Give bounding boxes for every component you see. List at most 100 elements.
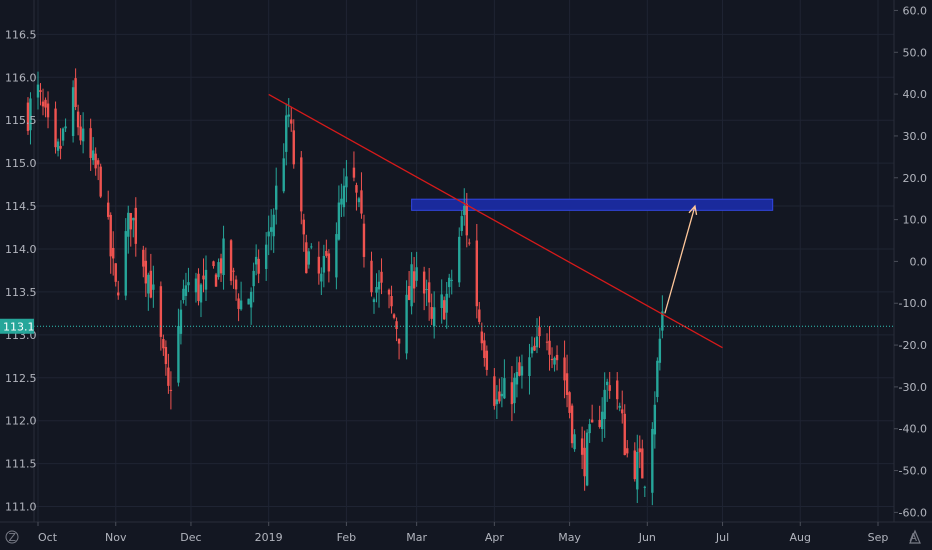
candle-body-down[interactable] (533, 345, 536, 351)
candle-body-down[interactable] (352, 167, 356, 178)
candle-body-down[interactable] (370, 260, 373, 293)
candle-body-down[interactable] (475, 240, 479, 307)
candle-body-up[interactable] (147, 274, 150, 294)
candle-body-down[interactable] (550, 358, 554, 361)
candle-body-down[interactable] (169, 389, 173, 391)
candle-body-down[interactable] (565, 373, 569, 395)
candle-body-down[interactable] (107, 202, 110, 217)
candle-body-up[interactable] (405, 294, 408, 354)
candle-body-down[interactable] (390, 295, 393, 307)
candle-body-down[interactable] (570, 405, 574, 444)
candle-body-up[interactable] (275, 185, 278, 210)
candle-body-down[interactable] (74, 78, 77, 107)
left-price-axis[interactable]: 116.5116.0115.5115.0114.5114.0113.5113.0… (5, 28, 37, 513)
candle-body-down[interactable] (407, 286, 411, 300)
candle-body-up[interactable] (553, 357, 556, 365)
candle-body-up[interactable] (588, 424, 591, 434)
candle-body-down[interactable] (290, 119, 293, 124)
candle-body-down[interactable] (485, 350, 489, 370)
candle-body-down[interactable] (237, 298, 240, 309)
candle-body-down[interactable] (164, 347, 168, 365)
candle-body-down[interactable] (300, 157, 303, 212)
candle-body-down[interactable] (234, 279, 238, 290)
candle-body-up[interactable] (651, 428, 654, 493)
candle-body-up[interactable] (458, 236, 461, 283)
candle-body-down[interactable] (568, 392, 571, 413)
candle-body-down[interactable] (443, 300, 446, 320)
candle-body-up[interactable] (285, 115, 288, 152)
candle-body-down[interactable] (465, 203, 468, 236)
candle-body-up[interactable] (61, 128, 65, 141)
candle-body-down[interactable] (327, 253, 331, 272)
candle-body-up[interactable] (585, 432, 589, 486)
candle-body-up[interactable] (254, 256, 258, 265)
candle-body-down[interactable] (162, 339, 165, 349)
candle-body-up[interactable] (342, 185, 346, 208)
candle-body-down[interactable] (626, 448, 629, 454)
candle-body-down[interactable] (41, 101, 45, 107)
candle-body-down[interactable] (395, 321, 398, 330)
candle-body-down[interactable] (109, 214, 112, 257)
candle-body-down[interactable] (129, 212, 132, 230)
candle-body-up[interactable] (272, 214, 275, 237)
candle-body-up[interactable] (204, 269, 208, 290)
candlestick-series[interactable] (26, 68, 664, 506)
candle-body-up[interactable] (64, 126, 67, 129)
candle-body-up[interactable] (124, 231, 127, 296)
candle-body-down[interactable] (548, 340, 551, 355)
candle-body-up[interactable] (643, 486, 647, 488)
candle-body-down[interactable] (212, 261, 215, 267)
candle-body-up[interactable] (282, 158, 285, 192)
candle-body-up[interactable] (503, 378, 506, 399)
candle-body-down[interactable] (159, 286, 163, 337)
candle-body-down[interactable] (44, 99, 47, 108)
candle-body-down[interactable] (480, 331, 484, 344)
candle-body-down[interactable] (518, 362, 521, 376)
timezone-icon[interactable]: Z (5, 530, 19, 544)
candle-body-up[interactable] (249, 291, 253, 308)
candle-body-down[interactable] (427, 282, 431, 303)
candle-body-down[interactable] (545, 341, 549, 343)
candle-body-down[interactable] (317, 256, 321, 274)
candle-body-up[interactable] (513, 377, 516, 404)
candle-body-down[interactable] (598, 419, 601, 427)
candle-body-down[interactable] (608, 385, 611, 391)
candle-body-down[interactable] (397, 338, 401, 344)
candle-body-up[interactable] (460, 216, 463, 232)
candle-body-down[interactable] (26, 102, 30, 131)
candle-body-up[interactable] (239, 300, 243, 310)
candle-body-up[interactable] (357, 198, 361, 203)
candle-body-down[interactable] (563, 357, 566, 381)
candle-body-up[interactable] (91, 150, 95, 161)
candle-body-down[interactable] (355, 185, 358, 193)
candle-body-down[interactable] (167, 367, 170, 386)
candle-body-up[interactable] (432, 307, 436, 327)
candle-body-down[interactable] (362, 223, 366, 257)
candle-body-up[interactable] (132, 217, 135, 221)
candle-body-down[interactable] (112, 247, 115, 259)
candle-body-down[interactable] (79, 126, 82, 141)
candle-body-up[interactable] (179, 309, 183, 334)
candle-body-up[interactable] (345, 176, 348, 188)
candle-body-down[interactable] (638, 448, 641, 453)
candle-body-up[interactable] (247, 298, 250, 305)
candle-body-up[interactable] (287, 114, 290, 117)
candle-body-down[interactable] (583, 447, 586, 477)
candle-body-down[interactable] (305, 242, 308, 274)
candle-body-up[interactable] (194, 278, 198, 293)
candle-body-down[interactable] (219, 258, 223, 274)
candle-body-up[interactable] (415, 267, 418, 281)
candle-body-down[interactable] (197, 273, 200, 301)
candle-body-down[interactable] (144, 260, 148, 284)
candle-body-down[interactable] (387, 289, 391, 295)
candle-body-up[interactable] (445, 293, 448, 313)
candle-body-up[interactable] (448, 277, 451, 288)
candle-body-up[interactable] (184, 285, 188, 296)
candle-body-down[interactable] (117, 292, 120, 296)
candle-body-down[interactable] (555, 354, 559, 361)
candle-body-down[interactable] (468, 242, 471, 244)
candle-body-up[interactable] (661, 311, 664, 331)
candle-body-up[interactable] (636, 451, 639, 490)
candle-body-up[interactable] (372, 299, 376, 303)
candle-body-up[interactable] (375, 287, 378, 293)
